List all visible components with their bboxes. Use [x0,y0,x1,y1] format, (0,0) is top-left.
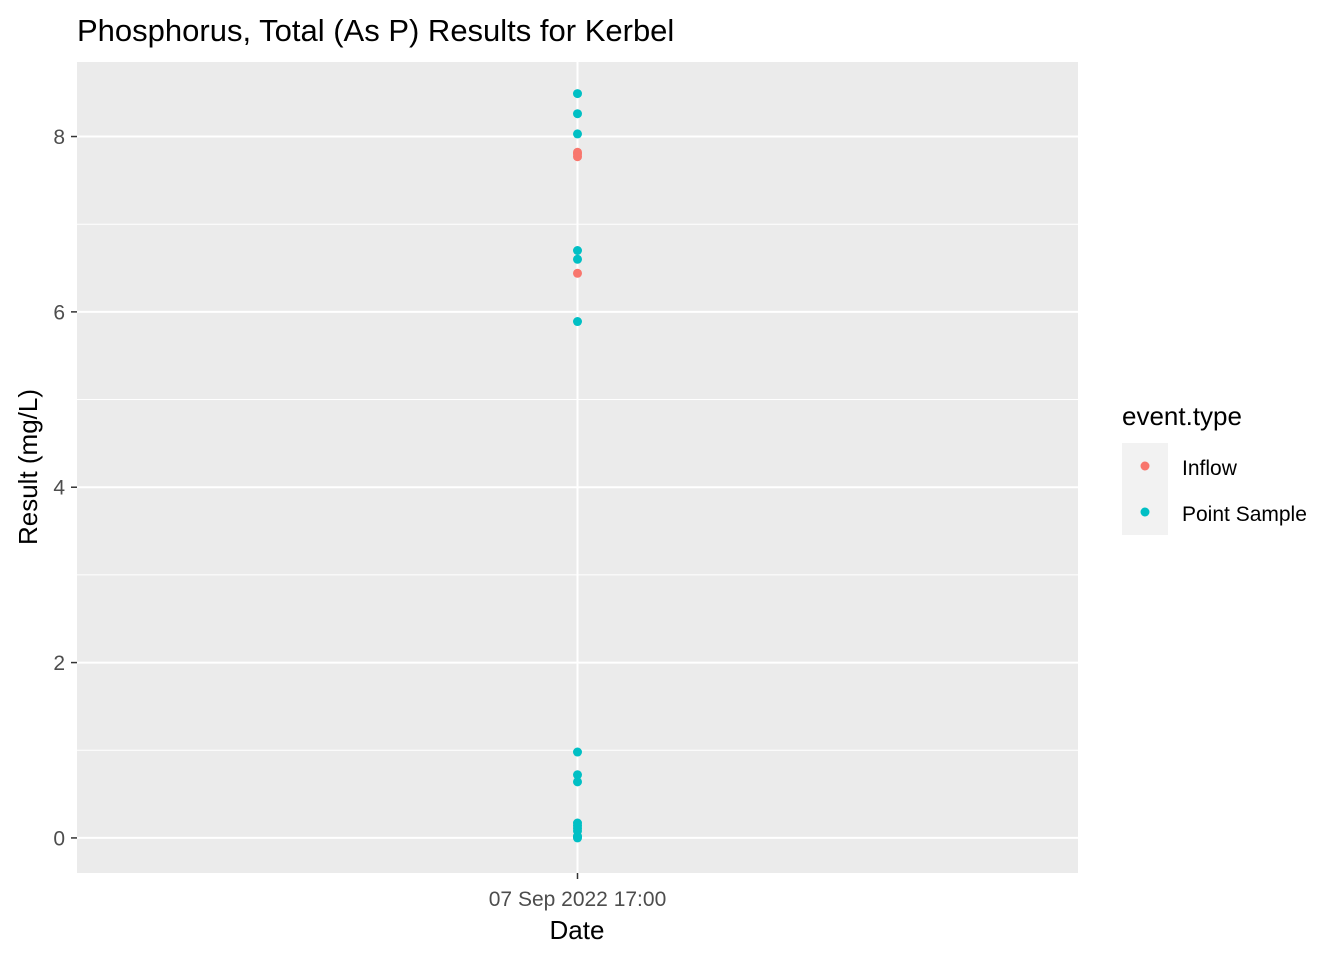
data-points [573,89,582,843]
x-axis-title: Date [550,915,605,945]
data-point-point-sample [573,89,582,99]
data-point-inflow [573,152,582,162]
data-point-point-sample [573,747,582,757]
legend-label-inflow: Inflow [1182,457,1238,480]
y-tick-label: 4 [53,477,65,500]
data-point-point-sample [573,129,582,139]
data-point-point-sample [573,317,582,327]
data-point-point-sample [573,109,582,119]
legend-key-background [1122,443,1168,535]
chart-title: Phosphorus, Total (As P) Results for Ker… [77,13,674,48]
y-tick-label: 0 [53,827,65,850]
x-axis-ticks: 07 Sep 2022 17:00 [489,873,667,911]
data-point-point-sample [573,770,582,780]
data-point-point-sample [573,777,582,787]
y-tick-label: 8 [53,126,65,149]
y-axis-ticks: 0 2 4 6 8 [53,126,77,850]
data-point-inflow [573,268,582,278]
data-point-point-sample [573,833,582,843]
legend-label-point-sample: Point Sample [1182,503,1307,526]
legend: event.type Inflow Point Sample [1122,401,1307,535]
legend-key-inflow [1140,461,1150,471]
y-tick-label: 2 [53,652,65,675]
legend-key-point-sample [1140,507,1150,517]
y-axis-title: Result (mg/L) [13,389,43,545]
x-tick-label: 07 Sep 2022 17:00 [489,888,667,911]
legend-title: event.type [1122,401,1242,431]
y-tick-label: 6 [53,301,65,324]
data-point-point-sample [573,246,582,256]
data-point-point-sample [573,254,582,264]
